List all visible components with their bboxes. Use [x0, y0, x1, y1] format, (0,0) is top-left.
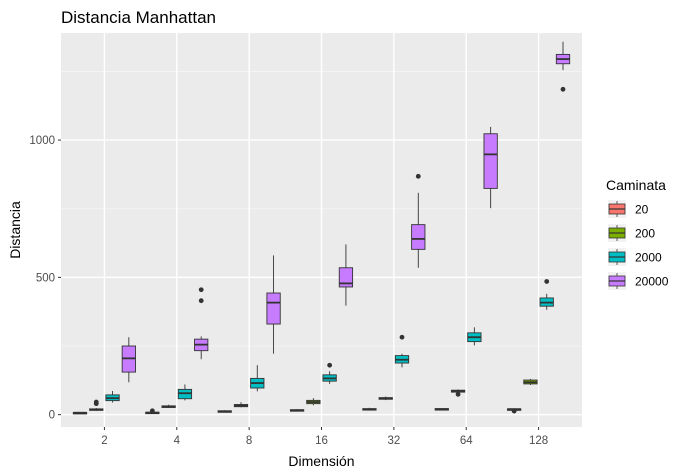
box-body [338, 267, 354, 288]
box-2000-64 [467, 327, 482, 346]
legend-title: Caminata [606, 177, 666, 193]
box-20-64 [434, 408, 449, 411]
box-2000-128 [539, 279, 554, 310]
box-body [411, 224, 426, 250]
chart-title: Distancia Manhattan [61, 8, 216, 27]
box-20-4 [145, 408, 160, 415]
y-axis-title: Distancia [7, 201, 23, 259]
legend-label-2000: 2000 [635, 251, 662, 265]
outlier-point [560, 86, 566, 92]
x-tick-label: 128 [529, 435, 548, 447]
boxes [72, 41, 571, 415]
box-2000-8 [250, 365, 265, 392]
outlier-point [399, 334, 405, 340]
box-200-16 [306, 398, 321, 406]
x-tick-label: 4 [174, 435, 181, 447]
box-2000-16 [322, 362, 337, 384]
box-20-2 [72, 411, 88, 415]
x-axis-title: Dimensión [288, 453, 354, 469]
legend-label-20: 20 [635, 203, 649, 217]
outlier-point [149, 408, 155, 414]
grid [61, 33, 582, 427]
y-tick-label: 1000 [29, 135, 55, 147]
box-200-4 [161, 404, 176, 409]
box-200-2 [89, 399, 104, 411]
x-tick-label: 32 [387, 435, 400, 447]
box-20-16 [289, 409, 305, 412]
x-tick-label: 8 [246, 435, 252, 447]
box-20-128 [507, 408, 522, 414]
legend: Caminata 20 200 2000 20000 [606, 177, 669, 290]
outlier-point [511, 408, 517, 414]
x-axis: 2 4 8 16 32 64 128 [101, 427, 548, 447]
outlier-point [415, 173, 421, 179]
legend-label-20000: 20000 [635, 275, 669, 289]
outlier-point [544, 279, 550, 284]
box-200-64 [450, 389, 466, 397]
box-20000-2 [121, 337, 136, 383]
outlier-point [455, 391, 461, 397]
box-2000-4 [177, 384, 193, 401]
outlier-point [198, 287, 204, 293]
box-20000-128 [555, 41, 571, 92]
box-2000-32 [394, 334, 410, 368]
legend-label-200: 200 [635, 227, 655, 241]
outlier-point [93, 399, 99, 405]
box-20000-16 [338, 244, 354, 306]
y-tick-label: 500 [36, 272, 55, 284]
box-200-32 [378, 396, 393, 401]
outlier-point [327, 362, 333, 368]
box-20-32 [362, 407, 377, 411]
box-20000-32 [411, 173, 426, 268]
box-2000-2 [105, 391, 120, 403]
y-tick-label: 0 [49, 410, 55, 422]
box-body [483, 133, 498, 189]
x-tick-label: 16 [315, 435, 328, 447]
outlier-point [198, 298, 204, 304]
box-200-8 [233, 402, 249, 408]
y-axis: 0 500 1000 [29, 135, 61, 422]
x-tick-label: 64 [460, 435, 473, 447]
box-200-128 [523, 378, 538, 385]
box-20000-8 [266, 255, 281, 354]
box-20000-64 [483, 126, 498, 209]
box-body [266, 292, 281, 325]
box-20000-4 [194, 287, 209, 360]
box-20-8 [217, 410, 232, 413]
x-tick-label: 2 [101, 435, 107, 447]
